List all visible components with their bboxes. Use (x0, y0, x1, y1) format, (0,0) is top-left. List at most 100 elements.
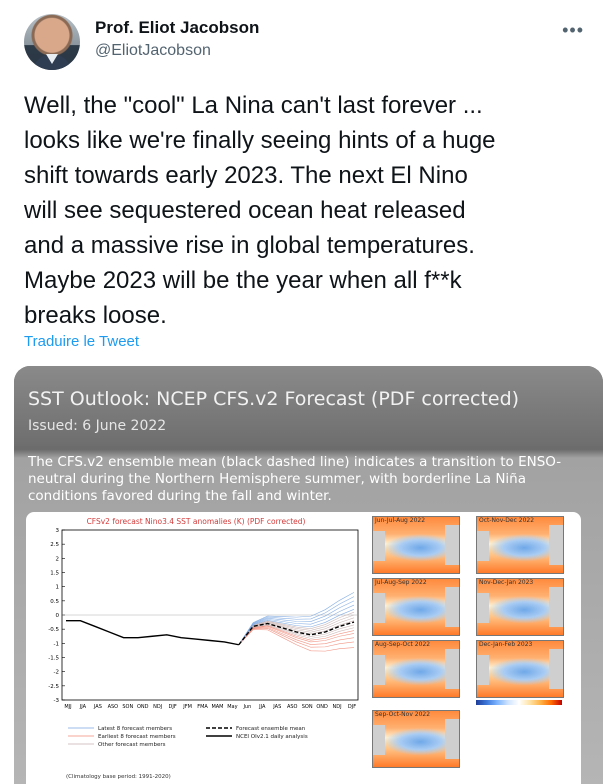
x-tick-label: NDJ (153, 704, 162, 710)
x-tick-label: OND (316, 704, 328, 710)
x-tick-label: Jun (242, 704, 251, 710)
y-tick-label: -2.5 (48, 684, 59, 690)
sst-map-label: Jul-Aug-Sep 2022 (375, 579, 427, 586)
forecast-member-line (238, 625, 355, 645)
climatology-note: (Climatology base period: 1991-2020) (66, 774, 171, 780)
sst-map-label: Aug-Sep-Oct 2022 (375, 641, 431, 648)
x-tick-label: NDJ (333, 704, 342, 710)
land-mass (477, 531, 489, 561)
x-tick-label: JJA (79, 704, 87, 710)
y-tick-label: -2 (54, 670, 59, 676)
author-name[interactable]: Prof. Eliot Jacobson (95, 18, 260, 37)
y-tick-label: -0.5 (48, 627, 59, 633)
x-tick-label: JFM (182, 704, 192, 710)
tweet-header: Prof. Eliot Jacobson @EliotJacobson ••• (24, 14, 584, 74)
y-tick-label: 2.5 (50, 542, 59, 548)
sst-map-label: Nov-Dec-Jan 2023 (479, 579, 534, 586)
observed-analysis-line (66, 619, 239, 646)
land-mass (549, 649, 563, 689)
x-tick-label: DJF (169, 704, 177, 710)
land-mass (445, 587, 459, 627)
forecast-member-line (238, 628, 355, 648)
sst-colorbar (476, 700, 562, 705)
sst-map-label: Jun-Jul-Aug 2022 (375, 517, 426, 524)
x-tick-label: ASO (108, 704, 119, 710)
land-mass (373, 655, 385, 685)
forecast-member-line (238, 624, 355, 645)
land-mass (549, 525, 563, 565)
forecast-member-line (238, 609, 355, 645)
y-tick-label: 3 (56, 528, 60, 534)
x-tick-label: ASO (287, 704, 298, 710)
x-tick-label: MAM (211, 704, 223, 710)
ensemble-mean-line (238, 621, 355, 646)
land-mass (373, 725, 385, 755)
y-tick-labels: 3 2.5 2 1.5 1 0.5 0 -0.5 -1 -1.5 -2 -2.5 -3 (48, 528, 358, 704)
forecast-member-line (238, 592, 355, 645)
x-tick-labels: MJJ JJA JAS ASO SON OND NDJ DJF JFM FMA MAM May Jun J… (64, 704, 356, 710)
series-lines (66, 619, 355, 646)
forecast-member-line (238, 626, 355, 645)
forecast-member-line (238, 627, 355, 645)
slide-issued-date: Issued: 6 June 2022 (28, 418, 167, 434)
y-tick-label: -1 (54, 641, 59, 647)
slide-title: SST Outlook: NCEP CFS.v2 Forecast (PDF c… (28, 388, 520, 410)
sst-map: Jul-Aug-Sep 2022 (372, 578, 460, 636)
land-mass (445, 525, 459, 565)
land-mass (445, 649, 459, 689)
slide-description: The CFS.v2 ensemble mean (black dashed l… (28, 454, 562, 504)
x-tick-label: MJJ (64, 704, 71, 710)
chart-title: CFSv2 forecast Nino3.4 SST anomalies (K)… (87, 517, 306, 526)
x-tick-label: JAS (93, 704, 102, 710)
slide-header-bar (14, 366, 603, 446)
land-mass (477, 655, 489, 685)
forecast-member-line (238, 629, 355, 652)
legend-label: NCEI OIv2.1 daily analysis (236, 734, 308, 740)
x-tick-label: SON (302, 704, 313, 710)
legend-label: Other forecast members (98, 742, 166, 748)
translate-link[interactable]: Traduire le Tweet (24, 333, 140, 350)
legend-label: Latest 8 forecast members (98, 726, 172, 732)
sst-map-label: Dec-Jan-Feb 2023 (479, 641, 533, 648)
chart-legend: Latest 8 forecast members Earliest 8 fore… (68, 726, 308, 748)
y-tick-label: 2 (56, 556, 60, 562)
plot-panel: CFSv2 forecast Nino3.4 SST anomalies (K)… (26, 512, 581, 784)
forecast-member-line (238, 604, 355, 645)
forecast-member-line (238, 617, 355, 645)
author-handle[interactable]: @EliotJacobson (95, 42, 211, 59)
nino34-forecast-chart: CFSv2 forecast Nino3.4 SST anomalies (K)… (48, 517, 359, 780)
more-icon[interactable]: ••• (562, 20, 584, 40)
land-mass (373, 593, 385, 623)
y-tick-label: -3 (54, 698, 60, 704)
forecast-member-lines (238, 592, 355, 652)
y-tick-label: 1.5 (50, 571, 59, 577)
x-tick-label: DJF (348, 704, 356, 710)
y-tick-label: 0 (56, 613, 60, 619)
legend-label: Earliest 8 forecast members (98, 734, 176, 740)
forecast-member-line (238, 600, 355, 645)
avatar-collar (46, 54, 58, 64)
sst-map: Jun-Jul-Aug 2022 (372, 516, 460, 574)
avatar[interactable] (24, 14, 80, 70)
x-tick-label: OND (137, 704, 149, 710)
tweet-text: Well, the "cool" La Nina can't last fore… (24, 92, 496, 329)
tweet-media-image[interactable]: SST Outlook: NCEP CFS.v2 Forecast (PDF c… (14, 366, 603, 784)
y-tick-label: -1.5 (48, 656, 59, 662)
sst-map: Dec-Jan-Feb 2023 (476, 640, 564, 698)
forecast-member-line (238, 596, 355, 645)
forecast-member-line (238, 623, 355, 645)
x-tick-label: FMA (197, 704, 208, 710)
y-tick-label: 0.5 (50, 599, 59, 605)
sst-map: Nov-Dec-Jan 2023 (476, 578, 564, 636)
y-tick-label: 1 (56, 585, 60, 591)
forecast-member-line (238, 614, 355, 645)
land-mass (445, 719, 459, 759)
land-mass (477, 593, 489, 623)
land-mass (549, 587, 563, 627)
x-tick-label: May (227, 704, 237, 710)
forecast-member-line (238, 611, 355, 645)
x-tick-label: JJA (258, 704, 266, 710)
x-tick-label: SON (122, 704, 133, 710)
sst-map-label: Oct-Nov-Dec 2022 (479, 517, 535, 524)
sst-map: Aug-Sep-Oct 2022 (372, 640, 460, 698)
